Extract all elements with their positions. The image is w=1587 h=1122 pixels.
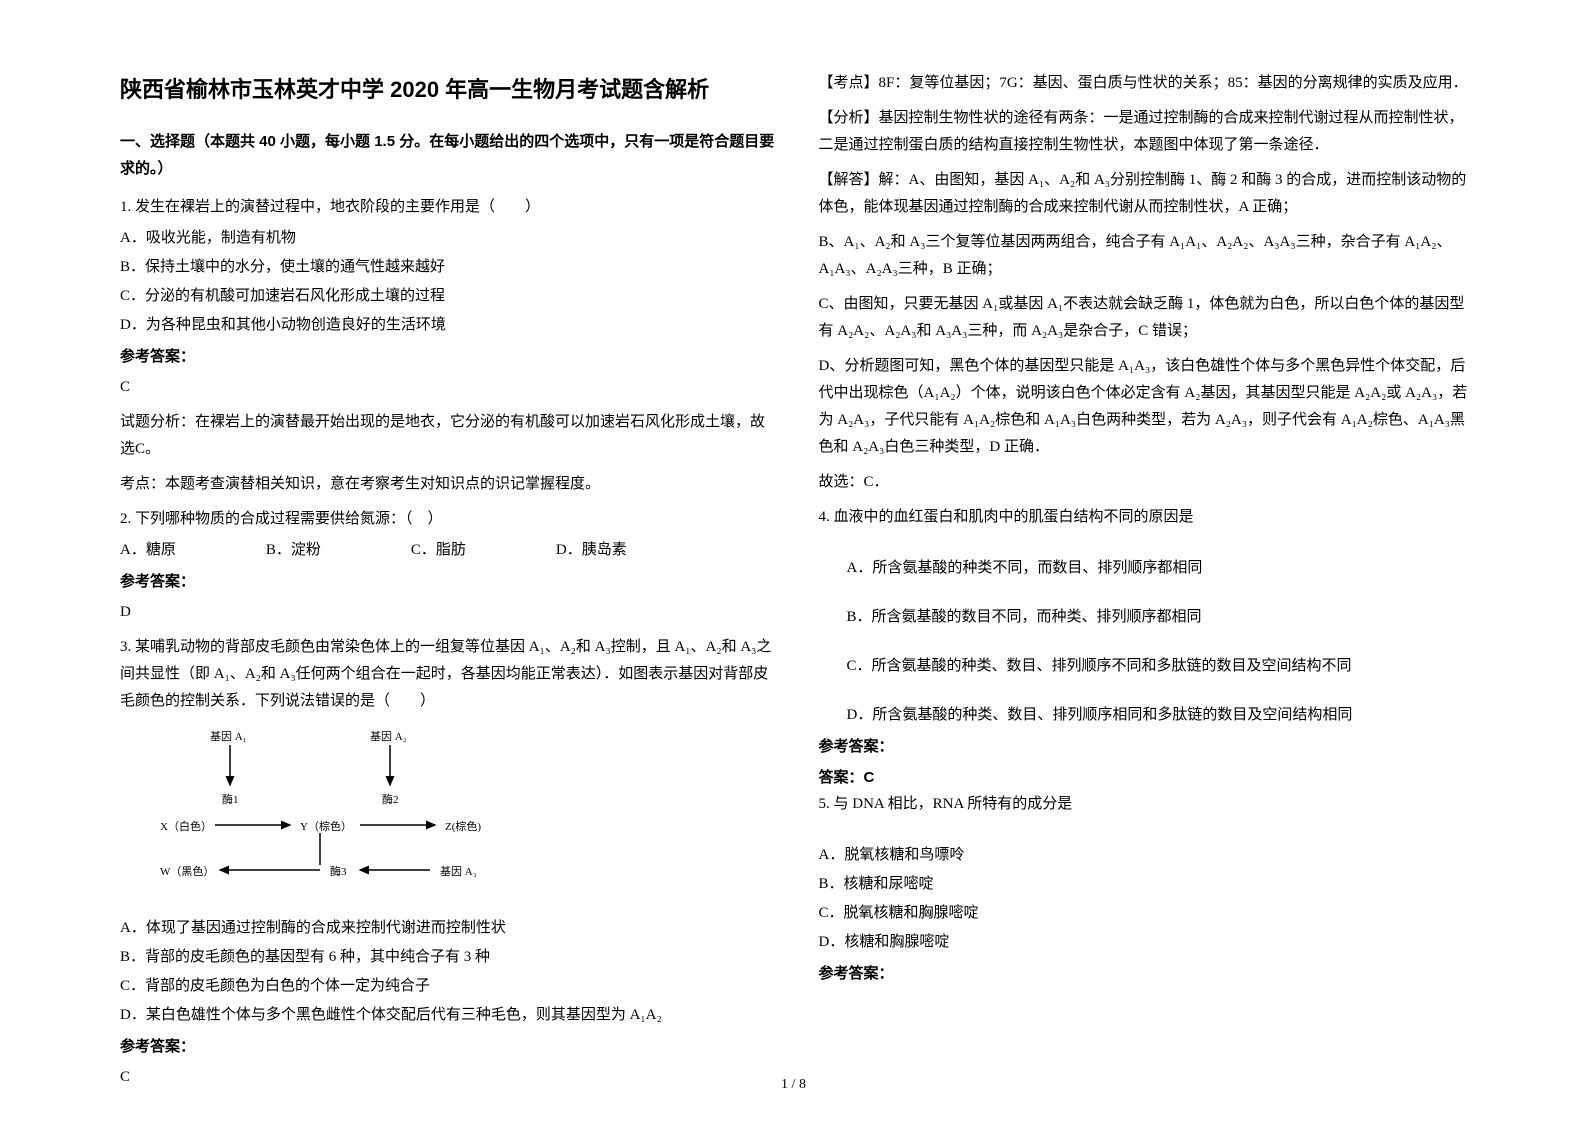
q1-analysis: 试题分析：在裸岩上的演替最开始出现的是地衣，它分泌的有机酸可以加速岩石风化形成土… — [120, 409, 779, 463]
gene-a1-label: 基因 A₁ — [210, 730, 247, 743]
page-number: 1 / 8 — [781, 1072, 806, 1097]
q5-option-a: A．脱氧核糖和鸟嘌呤 — [819, 842, 1478, 869]
q5-option-c: C．脱氧核糖和胸腺嘧啶 — [819, 900, 1478, 927]
q3-jieda-d: D、分析题图可知，黑色个体的基因型只能是 A₁A₃，该白色雄性个体与多个黑色异性… — [819, 353, 1478, 461]
q5-option-d: D．核糖和胸腺嘧啶 — [819, 929, 1478, 956]
question-2-stem: 2. 下列哪种物质的合成过程需要供给氮源：（ ） — [120, 506, 779, 533]
q3-kaodian: 【考点】8F：复等位基因；7G：基因、蛋白质与性状的关系；85：基因的分离规律的… — [819, 70, 1478, 97]
q3-diagram: 基因 A₁ 基因 A₂ 酶1 酶2 X（白色） Y（棕色） Z(棕色) W（黑色… — [160, 725, 779, 905]
q2-option-d: D．胰岛素 — [556, 537, 627, 564]
q1-option-a: A．吸收光能，制造有机物 — [120, 225, 779, 252]
question-1-stem: 1. 发生在裸岩上的演替过程中，地衣阶段的主要作用是（ ） — [120, 194, 779, 221]
q2-option-b: B．淀粉 — [266, 537, 321, 564]
q3-answer: C — [120, 1064, 779, 1091]
pathway-diagram-svg: 基因 A₁ 基因 A₂ 酶1 酶2 X（白色） Y（棕色） Z(棕色) W（黑色… — [160, 725, 520, 895]
enzyme1-label: 酶1 — [222, 793, 239, 806]
q3-option-c: C．背部的皮毛颜色为白色的个体一定为纯合子 — [120, 973, 779, 1000]
section-header: 一、选择题（本题共 40 小题，每小题 1.5 分。在每小题给出的四个选项中，只… — [120, 128, 779, 182]
q2-option-a: A．糖原 — [120, 537, 176, 564]
q4-option-d: D．所含氨基酸的种类、数目、排列顺序相同和多肽链的数目及空间结构相同 — [819, 702, 1478, 729]
document-title: 陕西省榆林市玉林英才中学 2020 年高一生物月考试题含解析 — [120, 70, 779, 110]
q3-jieda-c: C、由图知，只要无基因 A₁或基因 A₁不表达就会缺乏酶 1，体色就为白色，所以… — [819, 291, 1478, 345]
q2-option-c: C．脂肪 — [411, 537, 466, 564]
enzyme3-label: 酶3 — [330, 865, 347, 878]
q3-guxuan: 故选：C． — [819, 469, 1478, 496]
q3-option-a: A．体现了基因通过控制酶的合成来控制代谢进而控制性状 — [120, 915, 779, 942]
question-5-stem: 5. 与 DNA 相比，RNA 所特有的成分是 — [819, 791, 1478, 818]
q1-option-b: B．保持土壤中的水分，使土壤的通气性越来越好 — [120, 254, 779, 281]
q3-option-d: D．某白色雄性个体与多个黑色雌性个体交配后代有三种毛色，则其基因型为 A₁A₂ — [120, 1002, 779, 1029]
question-4-stem: 4. 血液中的血红蛋白和肌肉中的肌蛋白结构不同的原因是 — [819, 504, 1478, 531]
left-column: 陕西省榆林市玉林英才中学 2020 年高一生物月考试题含解析 一、选择题（本题共… — [100, 70, 799, 1082]
q4-option-a: A．所含氨基酸的种类不同，而数目、排列顺序都相同 — [819, 555, 1478, 582]
gene-a2-label: 基因 A₂ — [370, 730, 407, 743]
q5-answer-label: 参考答案： — [819, 960, 1478, 987]
gene-a3-label: 基因 A₃ — [440, 865, 477, 878]
x-white-label: X（白色） — [160, 819, 212, 833]
q3-answer-label: 参考答案： — [120, 1033, 779, 1060]
q2-answer: D — [120, 599, 779, 626]
q2-answer-label: 参考答案： — [120, 568, 779, 595]
z-brown-label: Z(棕色) — [445, 819, 481, 833]
q3-jieda-a: 【解答】解：A、由图知，基因 A₁、A₂和 A₃分别控制酶 1、酶 2 和酶 3… — [819, 167, 1478, 221]
q1-option-d: D．为各种昆虫和其他小动物创造良好的生活环境 — [120, 312, 779, 339]
q4-option-b: B．所含氨基酸的数目不同，而种类、排列顺序都相同 — [819, 604, 1478, 631]
q1-option-c: C．分泌的有机酸可加速岩石风化形成土壤的过程 — [120, 283, 779, 310]
q1-answer-label: 参考答案： — [120, 343, 779, 370]
w-black-label: W（黑色） — [160, 864, 214, 878]
q1-kaodian: 考点：本题考查演替相关知识，意在考察考生对知识点的识记掌握程度。 — [120, 471, 779, 498]
q4-answer-label: 参考答案： — [819, 733, 1478, 760]
q3-fenxi: 【分析】基因控制生物性状的途径有两条：一是通过控制酶的合成来控制代谢过程从而控制… — [819, 105, 1478, 159]
q4-answer: 答案：C — [819, 764, 1478, 791]
enzyme2-label: 酶2 — [382, 793, 399, 806]
q3-option-b: B．背部的皮毛颜色的基因型有 6 种，其中纯合子有 3 种 — [120, 944, 779, 971]
question-3-stem: 3. 某哺乳动物的背部皮毛颜色由常染色体上的一组复等位基因 A₁、A₂和 A₃控… — [120, 634, 779, 715]
q3-jieda-b: B、A₁、A₂和 A₃三个复等位基因两两组合，纯合子有 A₁A₁、A₂A₂、A₃… — [819, 229, 1478, 283]
right-column: 【考点】8F：复等位基因；7G：基因、蛋白质与性状的关系；85：基因的分离规律的… — [799, 70, 1498, 1082]
q4-option-c: C．所含氨基酸的种类、数目、排列顺序不同和多肽链的数目及空间结构不同 — [819, 653, 1478, 680]
q1-answer: C — [120, 374, 779, 401]
q5-option-b: B．核糖和尿嘧啶 — [819, 871, 1478, 898]
y-brown-label: Y（棕色） — [300, 819, 352, 833]
q2-options-row: A．糖原 B．淀粉 C．脂肪 D．胰岛素 — [120, 537, 779, 564]
